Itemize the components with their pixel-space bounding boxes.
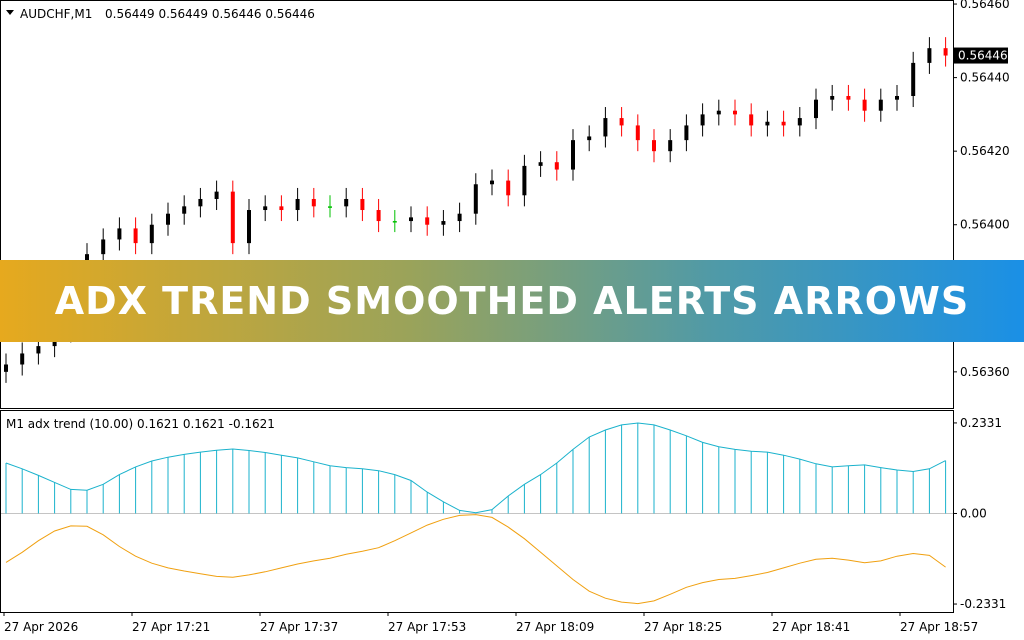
candle-body (4, 364, 8, 372)
candle-body (554, 162, 559, 170)
candle-body (457, 213, 462, 222)
banner: ADX TREND SMOOTHED ALERTS ARROWS (0, 260, 1024, 342)
candle-body (797, 118, 802, 126)
candle-body (214, 191, 219, 199)
candle-body (749, 114, 754, 126)
candle-body (587, 136, 592, 141)
candle-body (684, 125, 689, 141)
histogram-outline (5, 422, 946, 514)
y-tick-label: 0.56400 (960, 218, 1010, 232)
candle-body (927, 48, 932, 63)
candle-body (733, 110, 737, 115)
candle-body (765, 121, 770, 126)
symbol-menu-arrow[interactable] (6, 10, 14, 15)
candle-body (295, 198, 300, 211)
candle-body (716, 110, 721, 115)
x-tick-label: 27 Apr 18:09 (516, 620, 594, 634)
candle-body (392, 221, 397, 223)
candle-body (409, 217, 413, 222)
candle-body (781, 121, 786, 126)
candle-body (862, 99, 867, 111)
candle-body (166, 213, 170, 225)
x-tick-label: 27 Apr 18:57 (900, 620, 978, 634)
candle-body (652, 140, 656, 152)
y-tick-label: 0.56360 (960, 365, 1010, 379)
x-tick-label: 27 Apr 17:37 (260, 620, 338, 634)
candle-body (668, 140, 673, 152)
candle-body (117, 228, 122, 240)
candle-body (473, 184, 478, 214)
x-tick-label: 27 Apr 18:41 (772, 620, 850, 634)
symbol-title: AUDCHF,M1 (20, 7, 92, 21)
y-tick-label: 0.56420 (960, 144, 1010, 158)
candle-body (571, 140, 575, 170)
indicator-line (5, 514, 946, 605)
candle-body (846, 95, 851, 100)
candle-body (279, 206, 284, 211)
candle-body (490, 180, 494, 185)
candle-body (182, 206, 187, 214)
candle-body (425, 217, 430, 225)
candle-body (895, 95, 899, 100)
price-marker-label: 0.56446 (958, 49, 1008, 63)
candle-body (814, 99, 818, 119)
price-frame (0, 0, 954, 409)
candle-body (36, 346, 41, 354)
y-tick-label: 0.2331 (960, 416, 1002, 430)
candle-body (522, 165, 527, 196)
candle-body (538, 162, 543, 166)
candle-body (619, 118, 624, 126)
candle-body (376, 210, 381, 222)
price-marker-box (954, 47, 1008, 64)
candle-body (133, 228, 138, 244)
candle-body (247, 210, 251, 244)
candle-body (943, 48, 948, 56)
candle-body (311, 198, 316, 207)
candle-body (328, 206, 332, 208)
x-tick-label: 27 Apr 17:21 (132, 620, 210, 634)
candle-body (20, 353, 25, 365)
candle-body (230, 191, 235, 244)
candle-body (263, 206, 268, 211)
y-tick-label: -0.2331 (960, 597, 1006, 611)
candle-body (441, 221, 446, 225)
candle-body (101, 239, 106, 255)
candle-body (700, 114, 705, 126)
candle-body (830, 95, 835, 100)
candle-body (635, 125, 640, 141)
y-tick-label: 0.56460 (960, 0, 1010, 11)
candle-body (603, 118, 608, 137)
x-tick-label: 27 Apr 18:25 (644, 620, 722, 634)
indicator-frame (0, 410, 954, 613)
candle-body (878, 99, 883, 111)
banner-text: ADX TREND SMOOTHED ALERTS ARROWS (54, 279, 970, 323)
indicator-title: M1 adx trend (10.00) 0.1621 0.1621 -0.16… (6, 417, 275, 431)
candle-body (506, 180, 511, 196)
y-tick-label: 0.56440 (960, 71, 1010, 85)
candle-body (198, 198, 203, 207)
x-tick-label: 27 Apr 17:53 (388, 620, 466, 634)
candle-body (911, 62, 916, 96)
candle-body (344, 198, 349, 207)
candle-body (149, 224, 154, 244)
ohlc-readout: 0.56449 0.56449 0.56446 0.56446 (105, 7, 315, 21)
y-tick-label: 0.00 (960, 506, 987, 520)
x-tick-label: 27 Apr 2026 (4, 620, 78, 634)
candle-body (360, 198, 365, 211)
